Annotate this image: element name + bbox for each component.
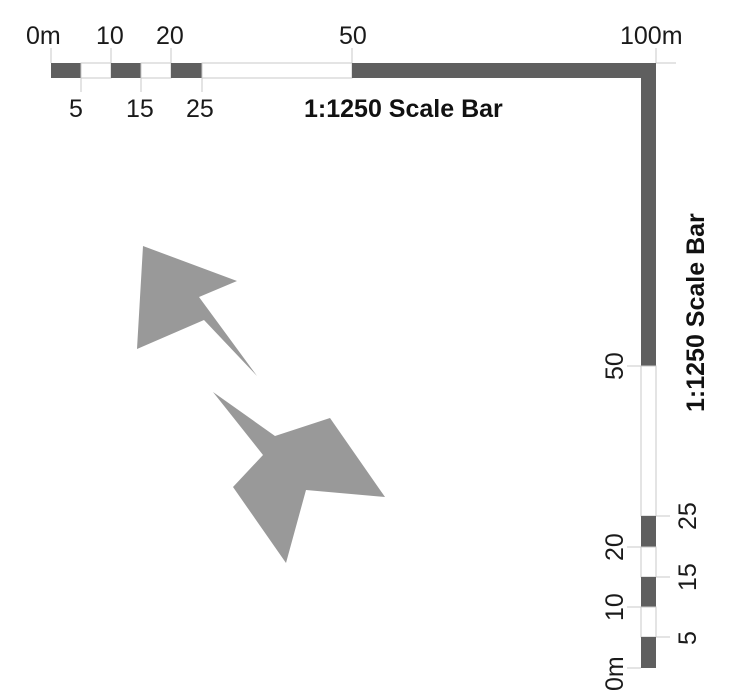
vertical-right-labels: 5 15 25	[674, 502, 702, 645]
h-label-20: 20	[156, 22, 184, 50]
vertical-bar-segments	[640, 63, 657, 668]
v-segment-0-5	[641, 637, 656, 668]
v-label-0m: 0m	[601, 656, 629, 691]
v-label-20: 20	[601, 533, 629, 561]
h-label-0m: 0m	[26, 22, 61, 50]
h-segment-10-15	[111, 63, 141, 78]
h-label-50: 50	[339, 22, 367, 50]
v-label-50: 50	[601, 352, 629, 380]
v-segment-25-50	[640, 365, 657, 517]
north-arrow-icon	[137, 246, 257, 376]
vertical-scale-title: 1:1250 Scale Bar	[682, 213, 710, 412]
h-label-25: 25	[186, 95, 214, 123]
v-label-15: 15	[674, 563, 702, 591]
v-label-25: 25	[674, 502, 702, 530]
horizontal-top-labels: 0m 10 20 50 100m	[26, 22, 683, 50]
v-label-5: 5	[674, 631, 702, 645]
compass-point-icon	[213, 392, 385, 563]
h-label-5: 5	[69, 95, 83, 123]
h-segment-20-25	[171, 63, 202, 78]
h-label-100m: 100m	[620, 22, 683, 50]
h-segment-25-50	[201, 62, 353, 79]
vertical-left-labels: 0m 10 20 50	[601, 352, 629, 691]
horizontal-tick-marks	[50, 48, 676, 92]
v-segment-15-20	[640, 546, 657, 578]
v-label-10: 10	[601, 593, 629, 621]
v-segment-50-100	[641, 63, 656, 366]
vertical-tick-marks	[627, 365, 670, 669]
v-segment-20-25	[641, 516, 656, 547]
horizontal-scale-bar: 0m 10 20 50 100m 5 15 25 1:1250 Scale Ba…	[26, 22, 683, 123]
h-label-15: 15	[126, 95, 154, 123]
horizontal-bottom-labels: 5 15 25	[69, 95, 214, 123]
h-segment-0-5	[51, 63, 81, 78]
h-segment-50-100	[352, 63, 656, 78]
h-label-10: 10	[96, 22, 124, 50]
horizontal-scale-title: 1:1250 Scale Bar	[304, 95, 503, 123]
v-segment-5-10	[640, 606, 657, 638]
vertical-scale-bar: 0m 10 20 50 5 15 25 1:1250 Scale Bar	[601, 63, 710, 691]
h-segment-5-10	[80, 62, 112, 79]
horizontal-bar-segments	[51, 62, 656, 79]
v-segment-10-15	[641, 577, 656, 607]
h-segment-15-20	[140, 62, 172, 79]
